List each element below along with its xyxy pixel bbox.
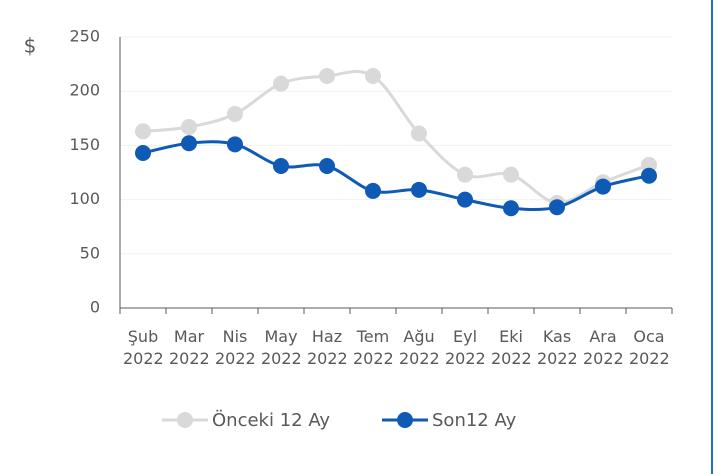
y-axis-label: $ (24, 34, 37, 58)
data-point (319, 68, 335, 85)
data-point (227, 105, 243, 122)
y-tick-label: 250 (69, 27, 100, 46)
data-point (319, 157, 335, 174)
y-tick-label: 50 (80, 243, 100, 262)
data-point (181, 118, 197, 135)
data-point (641, 167, 657, 184)
data-point (273, 75, 289, 92)
data-point (595, 178, 611, 195)
x-tick-label: Oca 2022 (629, 327, 670, 368)
legend-label: Önceki 12 Ay (212, 409, 330, 431)
data-point (411, 181, 427, 198)
x-tick-label: Ağu 2022 (399, 327, 440, 368)
data-point (457, 191, 473, 208)
data-point (503, 200, 519, 217)
data-point (365, 68, 381, 85)
x-tick-label: Şub 2022 (123, 327, 164, 368)
legend-marker (397, 412, 413, 428)
x-tick-label: Eki 2022 (491, 327, 532, 368)
y-tick-label: 200 (69, 81, 100, 100)
y-tick-label: 0 (90, 298, 100, 317)
x-tick-label: Tem 2022 (353, 327, 394, 368)
legend-marker (177, 412, 193, 428)
y-tick-label: 100 (69, 189, 100, 208)
legend-label: Son12 Ay (432, 410, 517, 431)
data-point (457, 166, 473, 183)
data-point (227, 136, 243, 153)
data-point (365, 182, 381, 199)
data-point (181, 135, 197, 152)
data-point (135, 123, 151, 140)
data-point (273, 157, 289, 174)
data-point (411, 125, 427, 142)
x-tick-label: Ara 2022 (583, 327, 624, 368)
x-tick-label: Haz 2022 (307, 327, 348, 368)
x-tick-label: Kas 2022 (537, 327, 578, 368)
x-tick-label: May 2022 (261, 327, 302, 368)
x-tick-label: Mar 2022 (169, 327, 210, 368)
data-point (549, 199, 565, 216)
data-point (135, 144, 151, 161)
x-tick-label: Eyl 2022 (445, 327, 486, 368)
y-tick-label: 150 (69, 135, 100, 154)
data-point (503, 166, 519, 183)
x-tick-label: Nis 2022 (215, 327, 256, 368)
